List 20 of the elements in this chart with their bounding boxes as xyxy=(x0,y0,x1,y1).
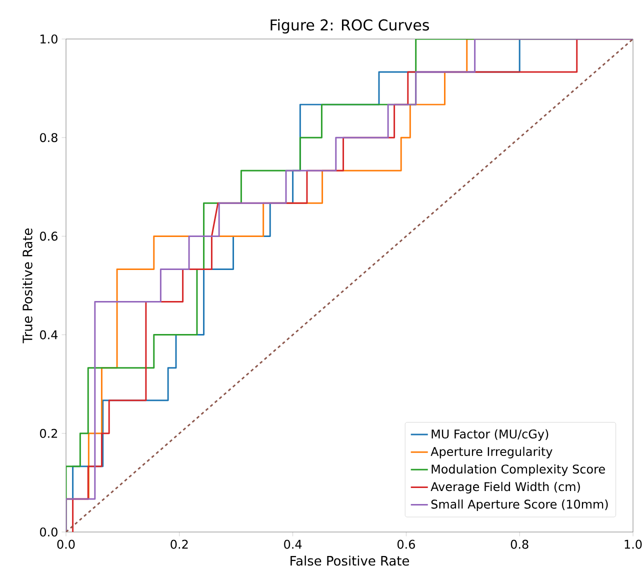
chart-title: Figure 2: ROC Curves xyxy=(270,19,429,34)
y-tick-label: 0.8 xyxy=(40,133,58,142)
x-tick-label: 0.2 xyxy=(170,540,188,549)
y-tick-label: 0.6 xyxy=(40,232,58,241)
legend-label: Small Aperture Score (10mm) xyxy=(431,499,608,512)
y-tick-label: 0.2 xyxy=(40,428,58,438)
y-tick-label: 0.4 xyxy=(40,330,58,340)
y-axis-title: True Positive Rate xyxy=(22,228,32,344)
x-tick-label: 0.4 xyxy=(284,540,302,549)
y-tick-label: 1.0 xyxy=(40,34,58,44)
x-tick-label: 1.0 xyxy=(624,540,642,549)
x-tick-label: 0.6 xyxy=(397,540,415,549)
x-tick-label: 0.0 xyxy=(57,540,75,549)
x-tick-label: 0.8 xyxy=(510,540,528,549)
y-tick-label: 0.0 xyxy=(40,527,58,537)
legend-label: Aperture Irregularity xyxy=(430,446,552,458)
legend-label: MU Factor (MU/cGy) xyxy=(432,429,548,441)
legend-label: Modulation Complexity Score xyxy=(432,464,605,476)
x-axis-title: False Positive Rate xyxy=(290,556,410,566)
legend-label: Average Field Width (cm) xyxy=(430,482,580,494)
